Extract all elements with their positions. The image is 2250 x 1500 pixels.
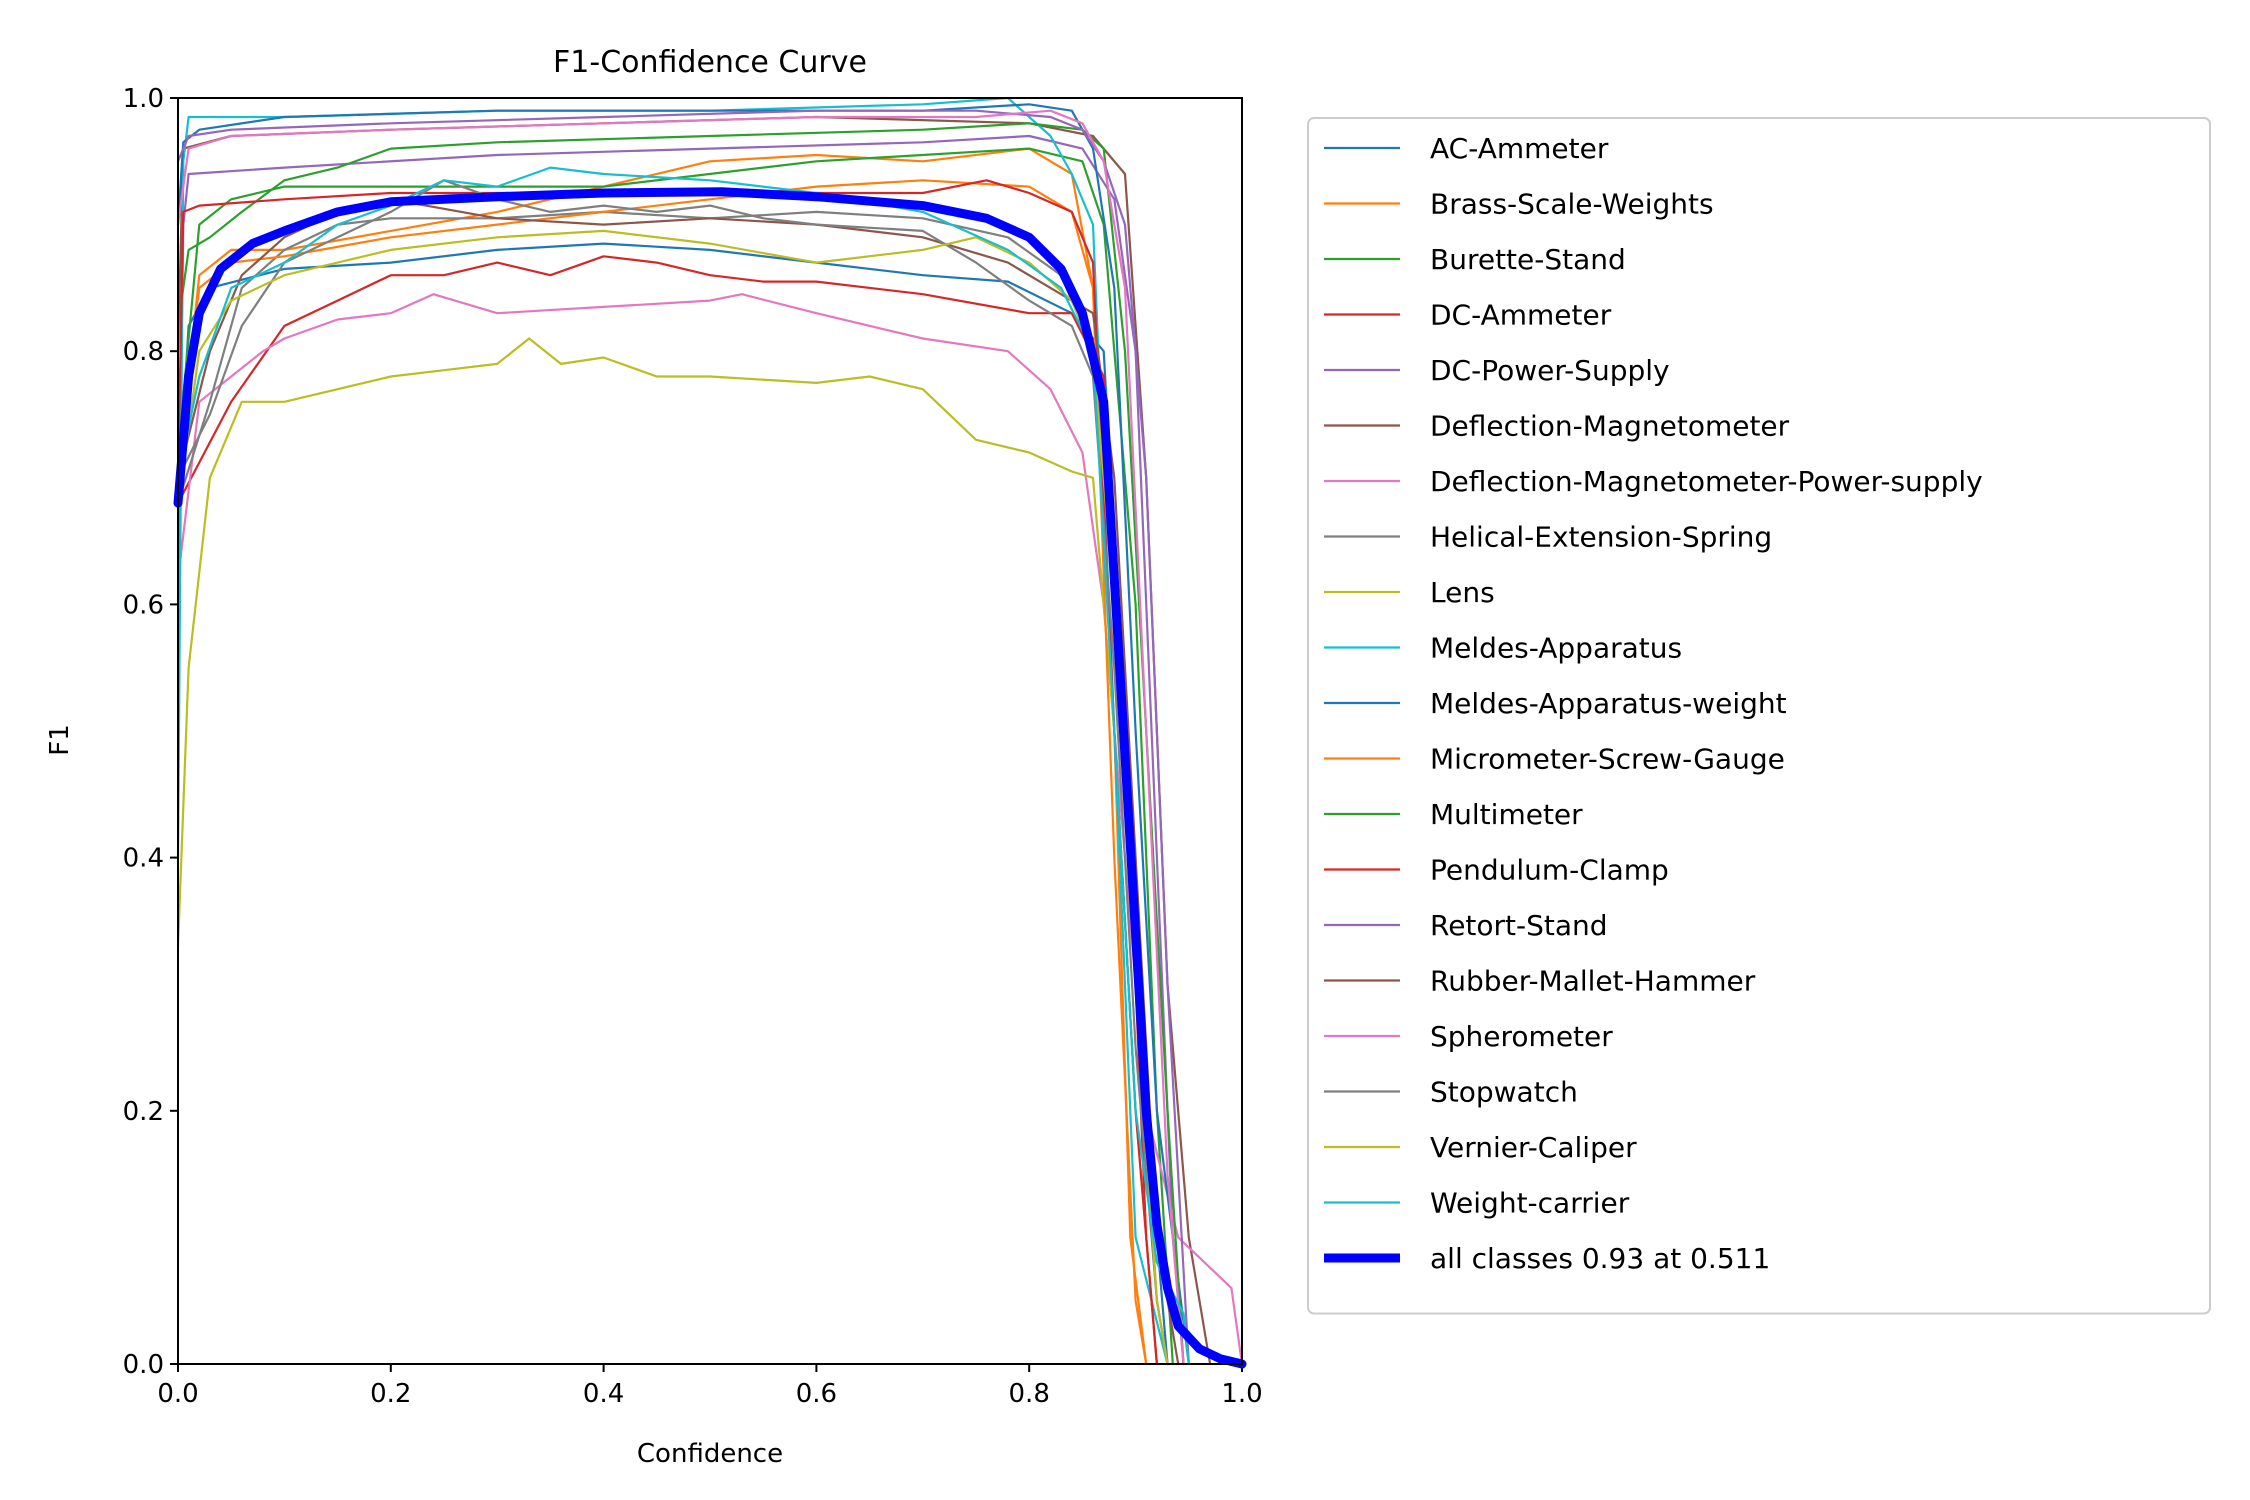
legend-label: Burette-Stand <box>1430 243 1626 276</box>
series-line-ac-ammeter <box>176 242 1169 1366</box>
series-line-meldes-apparatus-weight <box>176 103 1190 1366</box>
series-line-stopwatch <box>176 179 1169 1366</box>
y-tick-label: 0.6 <box>123 590 164 620</box>
series-line-all-classes-0-93-at-0-511 <box>173 187 1247 1369</box>
legend-label: Deflection-Magnetometer <box>1430 410 1790 443</box>
legend-label: Micrometer-Screw-Gauge <box>1430 743 1785 776</box>
series-line-micrometer-screw-gauge <box>176 179 1148 1366</box>
series-line-dc-power-supply <box>176 134 1185 1366</box>
legend-label: Deflection-Magnetometer-Power-supply <box>1430 465 1983 498</box>
y-tick-label: 0.8 <box>123 337 164 367</box>
x-tick-label: 0.2 <box>370 1379 411 1409</box>
legend-label: Retort-Stand <box>1430 909 1608 942</box>
legend-label: Meldes-Apparatus <box>1430 632 1682 665</box>
legend-label: Spherometer <box>1430 1020 1613 1053</box>
x-tick-label: 1.0 <box>1221 1379 1262 1409</box>
series-line-helical-extension-spring <box>176 210 1169 1366</box>
legend-label: Brass-Scale-Weights <box>1430 188 1714 221</box>
y-tick-label: 0.4 <box>123 844 164 874</box>
y-axis-label: F1 <box>45 724 75 756</box>
legend-label: Helical-Extension-Spring <box>1430 521 1772 554</box>
legend-label: Lens <box>1430 576 1495 609</box>
legend-label: Weight-carrier <box>1430 1187 1630 1220</box>
series-line-multimeter <box>176 122 1185 1366</box>
plot-frame <box>177 97 1243 1365</box>
legend-label: AC-Ammeter <box>1430 132 1609 165</box>
x-tick-label: 0.0 <box>157 1379 198 1409</box>
legend-box <box>1307 117 2211 1315</box>
y-tick-label: 1.0 <box>123 84 164 114</box>
series-line-brass-scale-weights <box>176 147 1148 1366</box>
legend-label: Multimeter <box>1430 798 1583 831</box>
series-line-vernier-caliper <box>176 229 1169 1366</box>
series-line-rubber-mallet-hammer <box>176 198 1180 1366</box>
series-line-weight-carrier <box>176 166 1190 1366</box>
legend-label: Rubber-Mallet-Hammer <box>1430 965 1756 998</box>
x-tick-label: 0.6 <box>796 1379 837 1409</box>
legend-label: DC-Power-Supply <box>1430 354 1670 387</box>
legend-label: DC-Ammeter <box>1430 299 1612 332</box>
series-line-dc-ammeter <box>176 255 1158 1366</box>
series-lines <box>173 96 1247 1369</box>
series-line-lens <box>176 337 1158 1366</box>
y-tick-label: 0.2 <box>123 1097 164 1127</box>
legend-label: Pendulum-Clamp <box>1430 854 1669 887</box>
series-line-spherometer <box>176 109 1185 1366</box>
legend: AC-Ammeter Brass-Scale-Weights Burette-Sta… <box>1307 117 2211 1315</box>
legend-label: Meldes-Apparatus-weight <box>1430 687 1787 720</box>
series-line-burette-stand <box>176 147 1174 1366</box>
series-line-deflection-magnetometer-power-supply <box>176 293 1244 1366</box>
series-line-pendulum-clamp <box>176 179 1158 1366</box>
legend-label: Stopwatch <box>1430 1076 1578 1109</box>
x-axis-label: Confidence <box>637 1439 783 1469</box>
axis-ticks: 0.0 0.2 0.4 0.6 0.8 1.0 0.0 0.2 0.4 0.6 0.8 1.0 <box>123 84 1263 1409</box>
x-tick-label: 0.8 <box>1009 1379 1050 1409</box>
legend-label: all classes 0.93 at 0.511 <box>1430 1242 1770 1275</box>
chart-title: F1-Confidence Curve <box>553 45 867 80</box>
series-line-retort-stand <box>176 109 1190 1366</box>
x-tick-label: 0.4 <box>583 1379 624 1409</box>
legend-label: Vernier-Caliper <box>1430 1131 1637 1164</box>
y-tick-label: 0.0 <box>123 1350 164 1380</box>
